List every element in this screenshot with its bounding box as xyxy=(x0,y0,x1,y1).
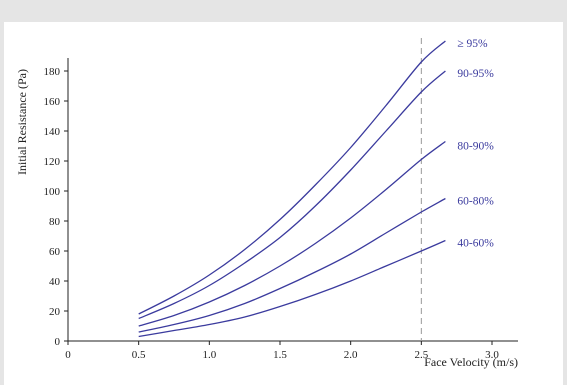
series-label: 60-80% xyxy=(457,196,494,208)
y-tick-label: 80 xyxy=(49,216,61,228)
y-axis-title: Initial Resistance (Pa) xyxy=(15,69,29,175)
y-tick-label: 180 xyxy=(44,66,61,78)
x-tick-label: 1.0 xyxy=(202,349,216,361)
x-tick-label: 0 xyxy=(65,349,71,361)
series-line xyxy=(138,70,446,320)
y-tick-label: 60 xyxy=(49,246,61,258)
series-label: 90-95% xyxy=(457,68,494,80)
y-tick-label: 120 xyxy=(44,156,61,168)
series-line xyxy=(138,140,446,327)
axes xyxy=(67,58,518,342)
x-tick-label: 0.5 xyxy=(132,349,146,361)
series-label: ≥ 95% xyxy=(457,38,488,50)
y-tick-label: 0 xyxy=(55,336,61,348)
chart-panel xyxy=(4,22,563,385)
x-tick-label: 2.0 xyxy=(344,349,358,361)
series-line xyxy=(138,239,446,338)
y-tick-label: 100 xyxy=(44,186,61,198)
y-ticks: 0 20 40 60 80 100 120 140 160 180 xyxy=(44,66,68,348)
series-line xyxy=(138,197,446,333)
x-ticks: 0 0.5 1.0 1.5 2.0 2.5 3.0 xyxy=(65,341,499,361)
y-tick-label: 160 xyxy=(44,96,61,108)
series-labels: ≥ 95% 90-95% 80-90% 60-80% 40-60% xyxy=(457,38,494,250)
y-tick-label: 20 xyxy=(49,306,61,318)
x-tick-label: 3.0 xyxy=(485,349,499,361)
y-tick-label: 140 xyxy=(44,126,61,138)
x-tick-label: 2.5 xyxy=(414,349,428,361)
series-group xyxy=(138,40,446,338)
series-line xyxy=(138,40,446,315)
series-label: 80-90% xyxy=(457,141,494,153)
y-tick-label: 40 xyxy=(49,276,61,288)
x-axis-title: Face Velocity (m/s) xyxy=(424,355,518,369)
series-label: 40-60% xyxy=(457,238,494,250)
x-tick-label: 1.5 xyxy=(273,349,287,361)
